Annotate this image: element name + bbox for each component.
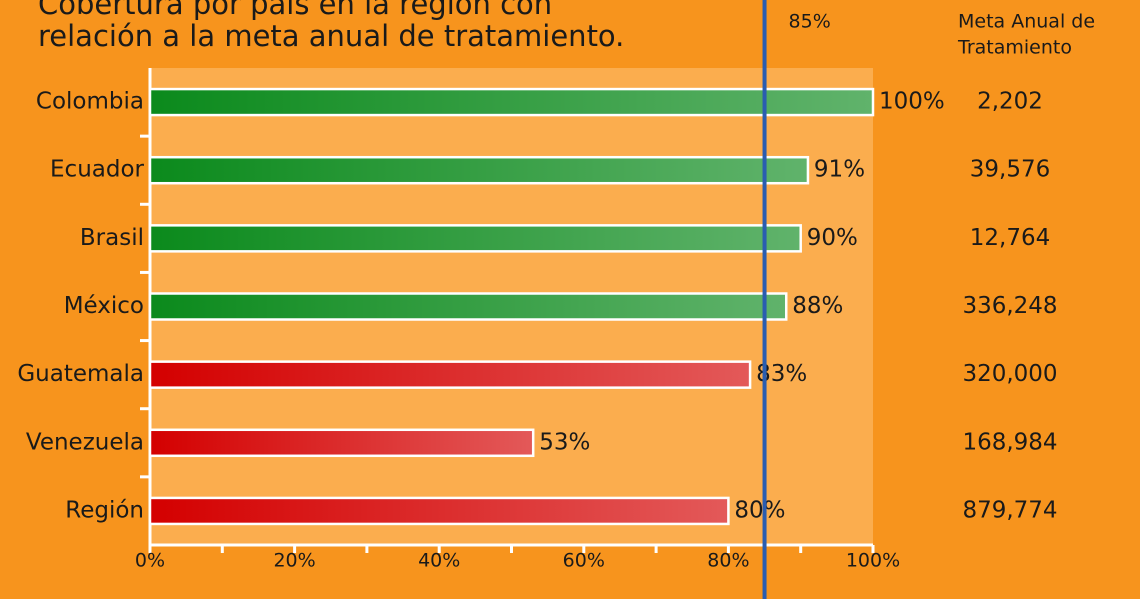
bar-shine (150, 293, 787, 320)
value-label: 80% (734, 497, 785, 523)
bar-shine (150, 157, 808, 184)
bar-shine (150, 225, 801, 252)
y-tick-label: Ecuador (50, 157, 145, 183)
x-tick-label: 40% (418, 550, 460, 572)
x-tick-label: 80% (707, 550, 749, 572)
value-label: 100% (879, 89, 945, 115)
bar-shine (150, 89, 873, 116)
x-tick-label: 20% (273, 550, 315, 572)
value-label: 90% (807, 225, 858, 251)
meta-value: 320,000 (962, 361, 1057, 387)
reference-label: 85% (789, 11, 831, 33)
meta-value: 336,248 (962, 293, 1057, 319)
x-tick-label: 60% (563, 550, 605, 572)
meta-value: 879,774 (962, 497, 1057, 523)
meta-value: 168,984 (962, 429, 1057, 455)
bar-shine (150, 497, 729, 524)
value-label: 91% (814, 157, 865, 183)
y-tick-label: Venezuela (26, 429, 144, 455)
y-tick-label: México (64, 293, 144, 319)
bar-shine (150, 361, 751, 388)
y-tick-label: Guatemala (17, 361, 144, 387)
x-tick-label: 0% (135, 550, 165, 572)
meta-value: 12,764 (970, 225, 1050, 251)
bar-shine (150, 429, 534, 456)
chart-title: relación a la meta anual de tratamiento. (38, 19, 624, 53)
value-label: 88% (792, 293, 843, 319)
y-tick-label: Colombia (36, 89, 144, 115)
x-tick-label: 100% (846, 550, 900, 572)
y-tick-label: Brasil (80, 225, 144, 251)
meta-header: Meta Anual de (958, 11, 1095, 33)
meta-value: 39,576 (970, 157, 1050, 183)
chart-title: Cobertura por país en la región con (38, 0, 552, 21)
meta-header: Tratamiento (957, 37, 1072, 59)
y-tick-label: Región (65, 497, 144, 523)
value-label: 53% (539, 429, 590, 455)
meta-value: 2,202 (977, 89, 1043, 115)
